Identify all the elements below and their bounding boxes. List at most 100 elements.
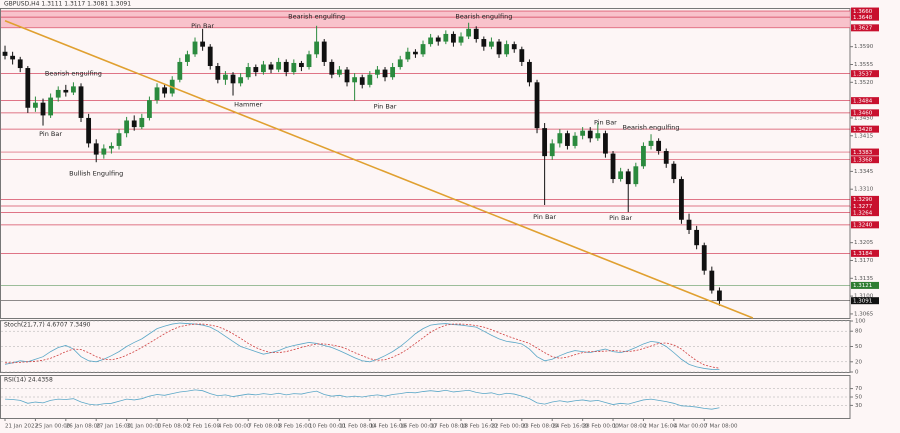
y-tick-label: 70 xyxy=(855,386,862,392)
y-tick-label: 1.3415 xyxy=(854,133,874,139)
candle-body xyxy=(291,62,297,73)
candle-body xyxy=(215,66,221,80)
pattern-annotation: Pin Bar xyxy=(191,22,214,30)
x-tick-label: 4 Feb 00:00 xyxy=(218,424,251,430)
x-tick-label: 31 Jan 00:00 xyxy=(127,424,162,430)
y-tick-label: 1.3065 xyxy=(854,311,874,317)
level-box xyxy=(851,148,879,156)
candle-body xyxy=(481,39,487,47)
candle-body xyxy=(238,77,244,84)
x-tick-label: 14 Feb 16:00 xyxy=(370,424,407,430)
candle-body xyxy=(641,145,646,167)
level-label: 1.3240 xyxy=(853,223,873,229)
y-tick-label: 1.3590 xyxy=(854,44,874,50)
candle-body xyxy=(701,245,707,271)
pattern-annotation: Bearish engulfing xyxy=(288,13,345,21)
x-tick-label: 24 Feb 16:00 xyxy=(552,424,589,430)
indicator-line xyxy=(4,389,720,410)
candle-body xyxy=(603,133,608,154)
candle-body xyxy=(504,44,510,55)
level-label: 1.3460 xyxy=(853,111,873,117)
x-tick-label: 2 Feb 16:00 xyxy=(187,424,220,430)
candle-body xyxy=(154,87,160,101)
level-label: 1.3091 xyxy=(853,298,872,304)
level-box xyxy=(851,13,879,21)
level-box xyxy=(851,209,879,217)
candle-body xyxy=(352,77,358,83)
pattern-annotation: Bearish engulfing xyxy=(45,70,102,78)
candle-body xyxy=(109,145,114,149)
candle-body xyxy=(93,143,99,155)
candle-body xyxy=(375,69,380,75)
candle-body xyxy=(656,140,662,152)
y-tick-label: 20 xyxy=(855,359,862,365)
x-tick-label: 7 Feb 08:00 xyxy=(248,424,281,430)
candle-body xyxy=(694,229,700,246)
x-tick-label: 18 Feb 16:00 xyxy=(461,424,498,430)
candle-body xyxy=(496,41,502,55)
candle-body xyxy=(71,86,76,93)
y-tick-label: 1.3520 xyxy=(854,80,874,86)
x-tick-label: 4 Mar 00:00 xyxy=(674,424,708,430)
candle-body xyxy=(162,87,168,94)
candle-body xyxy=(253,67,259,73)
candle-body xyxy=(565,133,570,146)
candle-body xyxy=(451,33,456,43)
y-tick-label: 1.3450 xyxy=(854,115,874,121)
candle-body xyxy=(48,97,54,116)
candle-body xyxy=(17,59,23,69)
pattern-annotation: Pin Bar xyxy=(533,213,556,221)
y-tick-label: 1.3345 xyxy=(854,169,874,175)
y-tick-label: 0 xyxy=(855,370,859,376)
candle-body xyxy=(40,102,46,116)
candle-body xyxy=(527,61,532,83)
x-tick-label: 17 Feb 08:00 xyxy=(431,424,468,430)
level-label: 1.3368 xyxy=(853,157,873,163)
x-tick-label: 11 Feb 08:00 xyxy=(339,424,376,430)
x-tick-label: 21 Jan 2022 xyxy=(5,424,38,430)
y-tick-label: 100 xyxy=(855,319,866,325)
trendline xyxy=(4,19,754,319)
candle-body xyxy=(466,28,472,37)
x-tick-label: 26 Jan 08:00 xyxy=(66,424,101,430)
candle-body xyxy=(147,100,152,118)
x-tick-label: 16 Feb 00:00 xyxy=(400,424,437,430)
candle-body xyxy=(572,135,578,146)
level-box xyxy=(851,97,879,105)
candle-body xyxy=(101,148,107,155)
candle-body xyxy=(268,64,274,70)
candle-body xyxy=(443,33,449,42)
y-tick-label: 1.3205 xyxy=(854,240,874,246)
candle-body xyxy=(625,171,631,185)
candle-body xyxy=(686,219,692,230)
y-tick-label: 30 xyxy=(855,403,862,409)
level-box xyxy=(851,7,879,15)
level-label: 1.3537 xyxy=(853,71,873,77)
level-box xyxy=(851,281,879,289)
indicator-line xyxy=(5,323,720,369)
level-box xyxy=(851,156,879,164)
rsi-title: RSI(14) 24.4358 xyxy=(4,377,53,384)
x-tick-label: 27 Jan 16:00 xyxy=(96,424,131,430)
indicator-line xyxy=(4,322,720,371)
candle-body xyxy=(473,28,479,40)
candle-body xyxy=(511,44,517,50)
candle-body xyxy=(610,153,616,180)
candle-body xyxy=(139,117,145,128)
candle-body xyxy=(413,51,418,55)
candle-body xyxy=(648,140,654,146)
candle-body xyxy=(679,179,684,220)
level-label: 1.3484 xyxy=(853,98,873,104)
pattern-annotation: Pin Bar xyxy=(609,214,632,222)
candle-body xyxy=(276,61,282,70)
level-label: 1.3277 xyxy=(853,204,873,210)
level-label: 1.3428 xyxy=(853,127,873,133)
candle-body xyxy=(63,89,69,93)
resistance-zone xyxy=(1,11,850,28)
candle-body xyxy=(458,36,464,43)
candle-body xyxy=(329,61,335,75)
pattern-annotation: Bearish engulfing xyxy=(455,13,512,21)
candle-body xyxy=(542,128,548,157)
